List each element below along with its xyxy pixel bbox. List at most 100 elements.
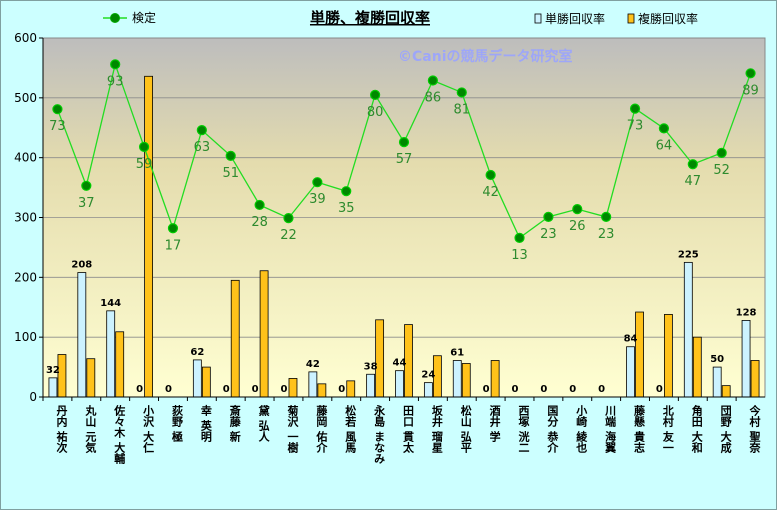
kentei-value-label: 39	[309, 192, 326, 207]
bar-tan-value-label: 0	[252, 384, 259, 395]
y-tick-label: 200	[14, 270, 37, 284]
kentei-value-label: 42	[482, 185, 499, 200]
kentei-point	[196, 125, 207, 136]
x-tick-label: 小崎 綾也	[575, 404, 589, 453]
bar-fuku	[635, 311, 644, 398]
bar-tan-value-label: 0	[223, 384, 230, 395]
bar-tan-value-label: 50	[710, 354, 724, 365]
kentei-value-label: 64	[656, 138, 673, 153]
bar-tan-value-label: 0	[280, 384, 287, 395]
kentei-point	[514, 232, 525, 243]
bar-tan-value-label: 42	[306, 359, 320, 370]
bar-fuku	[230, 279, 240, 398]
kentei-value-label: 23	[540, 227, 557, 242]
bar-tan	[712, 366, 722, 398]
kentei-value-label: 57	[396, 152, 413, 167]
legend: 検定 単勝回収率 複勝回収率	[103, 10, 698, 26]
bar-tan	[308, 371, 318, 398]
kentei-point	[81, 180, 92, 191]
kentei-value-label: 17	[165, 238, 182, 253]
bar-tan	[77, 272, 87, 398]
kentei-point	[110, 59, 121, 70]
x-tick-label: 北村 友一	[661, 404, 674, 453]
kentei-point	[370, 89, 381, 100]
bar-fuku	[346, 380, 356, 398]
bar-fuku	[144, 75, 153, 398]
kentei-point	[225, 150, 236, 161]
x-tick-label: 斎藤 新	[228, 404, 241, 443]
kentei-point	[254, 199, 265, 211]
bar-tan-value-label: 0	[598, 384, 605, 395]
kentei-point	[543, 211, 554, 223]
bar-tan-value-label: 0	[512, 384, 519, 395]
bar-tan-value-label: 24	[421, 370, 435, 381]
x-tick-label: 松若 風馬	[344, 404, 357, 454]
bar-tan-value-label: 62	[190, 347, 204, 358]
x-tick-label: 今村 聖奈	[748, 404, 762, 454]
bar-tan-value-label: 225	[678, 249, 699, 260]
bar-fuku	[375, 319, 385, 398]
kentei-value-label: 23	[598, 227, 615, 242]
bar-tan-value-label: 44	[393, 358, 407, 369]
kentei-value-label: 47	[685, 174, 702, 189]
bar-fuku	[201, 366, 211, 398]
kentei-point	[167, 223, 179, 234]
x-tick-label: 西塚 洸二	[517, 405, 530, 453]
kentei-value-label: 81	[453, 102, 470, 117]
x-tick-label: 黛 弘人	[257, 404, 270, 442]
kentei-point	[745, 68, 756, 79]
x-tick-label: 田口 貫太	[402, 405, 416, 454]
x-tick-label: 丹内 祐次	[55, 405, 68, 454]
y-tick-label: 300	[14, 211, 37, 225]
kentei-value-label: 52	[713, 163, 730, 178]
kentei-point	[138, 141, 150, 152]
bar-fuku	[115, 331, 125, 398]
bar-tan-value-label: 61	[450, 348, 464, 359]
kentei-point	[572, 204, 583, 215]
kentei-value-label: 28	[251, 215, 268, 230]
kentei-point	[456, 87, 467, 98]
y-tick-label: 100	[14, 330, 37, 344]
x-tick-label: 松山 弘平	[459, 404, 472, 454]
x-tick-label: 永島 まなみ	[373, 404, 387, 465]
x-tick-label: 小沢 大仁	[142, 404, 156, 454]
kentei-value-label: 59	[136, 157, 153, 172]
bar-tan-value-label: 0	[338, 384, 345, 395]
y-tick-label: 600	[14, 31, 37, 45]
kentei-point	[716, 147, 727, 158]
bar-tan	[423, 382, 433, 398]
kentei-point	[52, 104, 63, 115]
legend-fuku-label: 複勝回収率	[638, 11, 698, 26]
x-tick-label: 藤岡 佑介	[315, 404, 329, 453]
kentei-value-label: 22	[280, 228, 297, 243]
bar-fuku	[750, 360, 760, 398]
legend-fuku-swatch	[627, 13, 635, 24]
kentei-point	[687, 159, 698, 170]
kentei-point	[658, 123, 670, 134]
x-tick-label: 幸 英明	[199, 404, 213, 443]
chart-title: 単勝、複勝回収率	[310, 9, 430, 27]
kentei-value-label: 80	[367, 105, 384, 120]
bar-tan-value-label: 144	[100, 298, 121, 309]
bar-fuku	[317, 383, 327, 398]
bar-fuku	[259, 270, 269, 398]
bar-tan-value-label: 0	[656, 384, 663, 395]
bar-tan	[395, 370, 404, 398]
kentei-value-label: 93	[107, 74, 124, 89]
bar-tan-value-label: 128	[736, 307, 757, 318]
kentei-value-label: 37	[78, 196, 95, 211]
bar-tan-value-label: 0	[483, 384, 490, 395]
x-tick-label: 国分 恭介	[546, 405, 560, 453]
x-tick-label: 坂井 瑠星	[430, 404, 443, 453]
y-tick-label: 0	[29, 390, 37, 404]
bar-tan	[683, 261, 693, 398]
y-tick-label: 500	[14, 91, 37, 105]
bar-fuku	[490, 360, 500, 398]
bar-tan-value-label: 32	[46, 365, 60, 376]
bar-tan-value-label: 84	[624, 334, 638, 345]
legend-tan-label: 単勝回収率	[545, 11, 605, 26]
bar-tan	[48, 377, 58, 398]
x-tick-label: 角田 大和	[690, 404, 703, 454]
x-tick-label: 丸山 元気	[84, 404, 98, 454]
x-tick-label: 酒井 学	[488, 405, 501, 443]
